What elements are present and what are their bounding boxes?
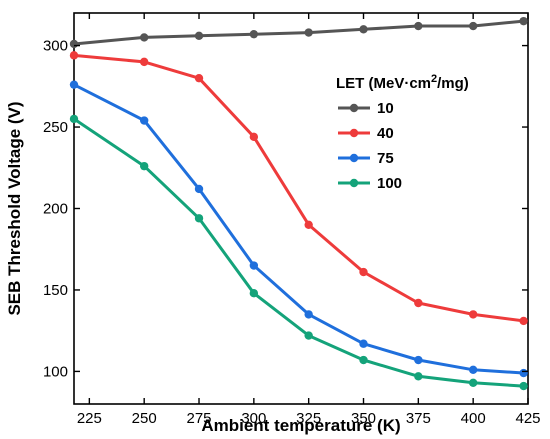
legend-swatch-marker bbox=[349, 178, 359, 188]
plot-area bbox=[73, 12, 529, 405]
series-75 bbox=[69, 80, 528, 378]
x-tick-label: 250 bbox=[132, 410, 157, 427]
data-point bbox=[519, 16, 528, 26]
data-point bbox=[519, 381, 528, 391]
data-point bbox=[69, 80, 79, 89]
x-tick-label: 275 bbox=[186, 410, 211, 427]
data-point bbox=[414, 298, 423, 308]
data-point bbox=[468, 365, 478, 374]
y-axis-label: SEB Threshold Voltage (V) bbox=[5, 101, 24, 315]
data-point bbox=[139, 116, 149, 125]
x-tick-label: 325 bbox=[296, 410, 321, 427]
data-point bbox=[414, 21, 423, 31]
x-tick-label: 350 bbox=[351, 410, 376, 427]
y-tick-label: 300 bbox=[43, 38, 68, 55]
data-point bbox=[468, 310, 478, 319]
data-point bbox=[249, 289, 259, 298]
x-tick-label: 225 bbox=[77, 410, 102, 427]
series-layer bbox=[69, 16, 528, 391]
legend-label: 75 bbox=[377, 150, 394, 167]
data-point bbox=[249, 261, 259, 270]
legend-label: 40 bbox=[377, 125, 394, 142]
x-tick-label: 400 bbox=[461, 410, 486, 427]
data-point bbox=[139, 161, 149, 171]
y-tick-label: 150 bbox=[43, 282, 68, 299]
legend-swatch-marker bbox=[349, 128, 359, 138]
y-tick-label: 100 bbox=[43, 363, 68, 380]
legend-item-10: 10 bbox=[338, 100, 394, 117]
series-40 bbox=[69, 51, 528, 326]
series-10 bbox=[69, 16, 528, 49]
data-point bbox=[249, 132, 259, 142]
data-point bbox=[519, 368, 528, 378]
data-point bbox=[359, 25, 368, 34]
data-point bbox=[414, 372, 423, 381]
legend-item-100: 100 bbox=[338, 175, 402, 192]
data-point bbox=[69, 51, 79, 60]
data-point bbox=[304, 220, 313, 229]
data-point bbox=[468, 21, 478, 31]
data-point bbox=[249, 29, 259, 39]
data-point bbox=[194, 214, 204, 223]
data-point bbox=[194, 73, 204, 83]
y-tick-label: 250 bbox=[43, 119, 68, 136]
legend-swatch-marker bbox=[349, 103, 359, 113]
y-tick-label: 200 bbox=[43, 201, 68, 218]
plot-frame bbox=[73, 12, 529, 405]
legend-title: LET (MeV·cm2/mg) bbox=[336, 73, 469, 92]
data-point bbox=[194, 31, 204, 41]
legend-swatch-marker bbox=[349, 153, 359, 163]
ticks-layer: 225 250 275 300 325 350 375 400 425 100 150 200 250 3… bbox=[43, 13, 541, 427]
data-point bbox=[69, 114, 79, 124]
data-point bbox=[359, 267, 368, 277]
series-100 bbox=[69, 114, 528, 391]
data-point bbox=[139, 57, 149, 67]
data-point bbox=[304, 310, 313, 319]
data-point bbox=[304, 28, 313, 37]
x-tick-label: 375 bbox=[406, 410, 431, 427]
legend-label: 10 bbox=[377, 100, 394, 117]
legend: LET (MeV·cm2/mg) 10 40 75 100 bbox=[336, 73, 469, 192]
data-point bbox=[139, 33, 149, 42]
x-axis-label: Ambient temperature (K) bbox=[201, 416, 400, 435]
data-point bbox=[359, 339, 368, 348]
x-tick-label: 300 bbox=[241, 410, 266, 427]
legend-item-40: 40 bbox=[338, 125, 394, 142]
data-point bbox=[414, 355, 423, 365]
legend-item-75: 75 bbox=[338, 150, 394, 167]
data-point bbox=[304, 331, 313, 340]
data-point bbox=[519, 316, 528, 326]
x-tick-label: 425 bbox=[515, 410, 540, 427]
data-point bbox=[359, 355, 368, 365]
data-point bbox=[468, 378, 478, 388]
data-point bbox=[69, 39, 79, 49]
legend-label: 100 bbox=[377, 175, 402, 192]
data-point bbox=[194, 184, 204, 194]
